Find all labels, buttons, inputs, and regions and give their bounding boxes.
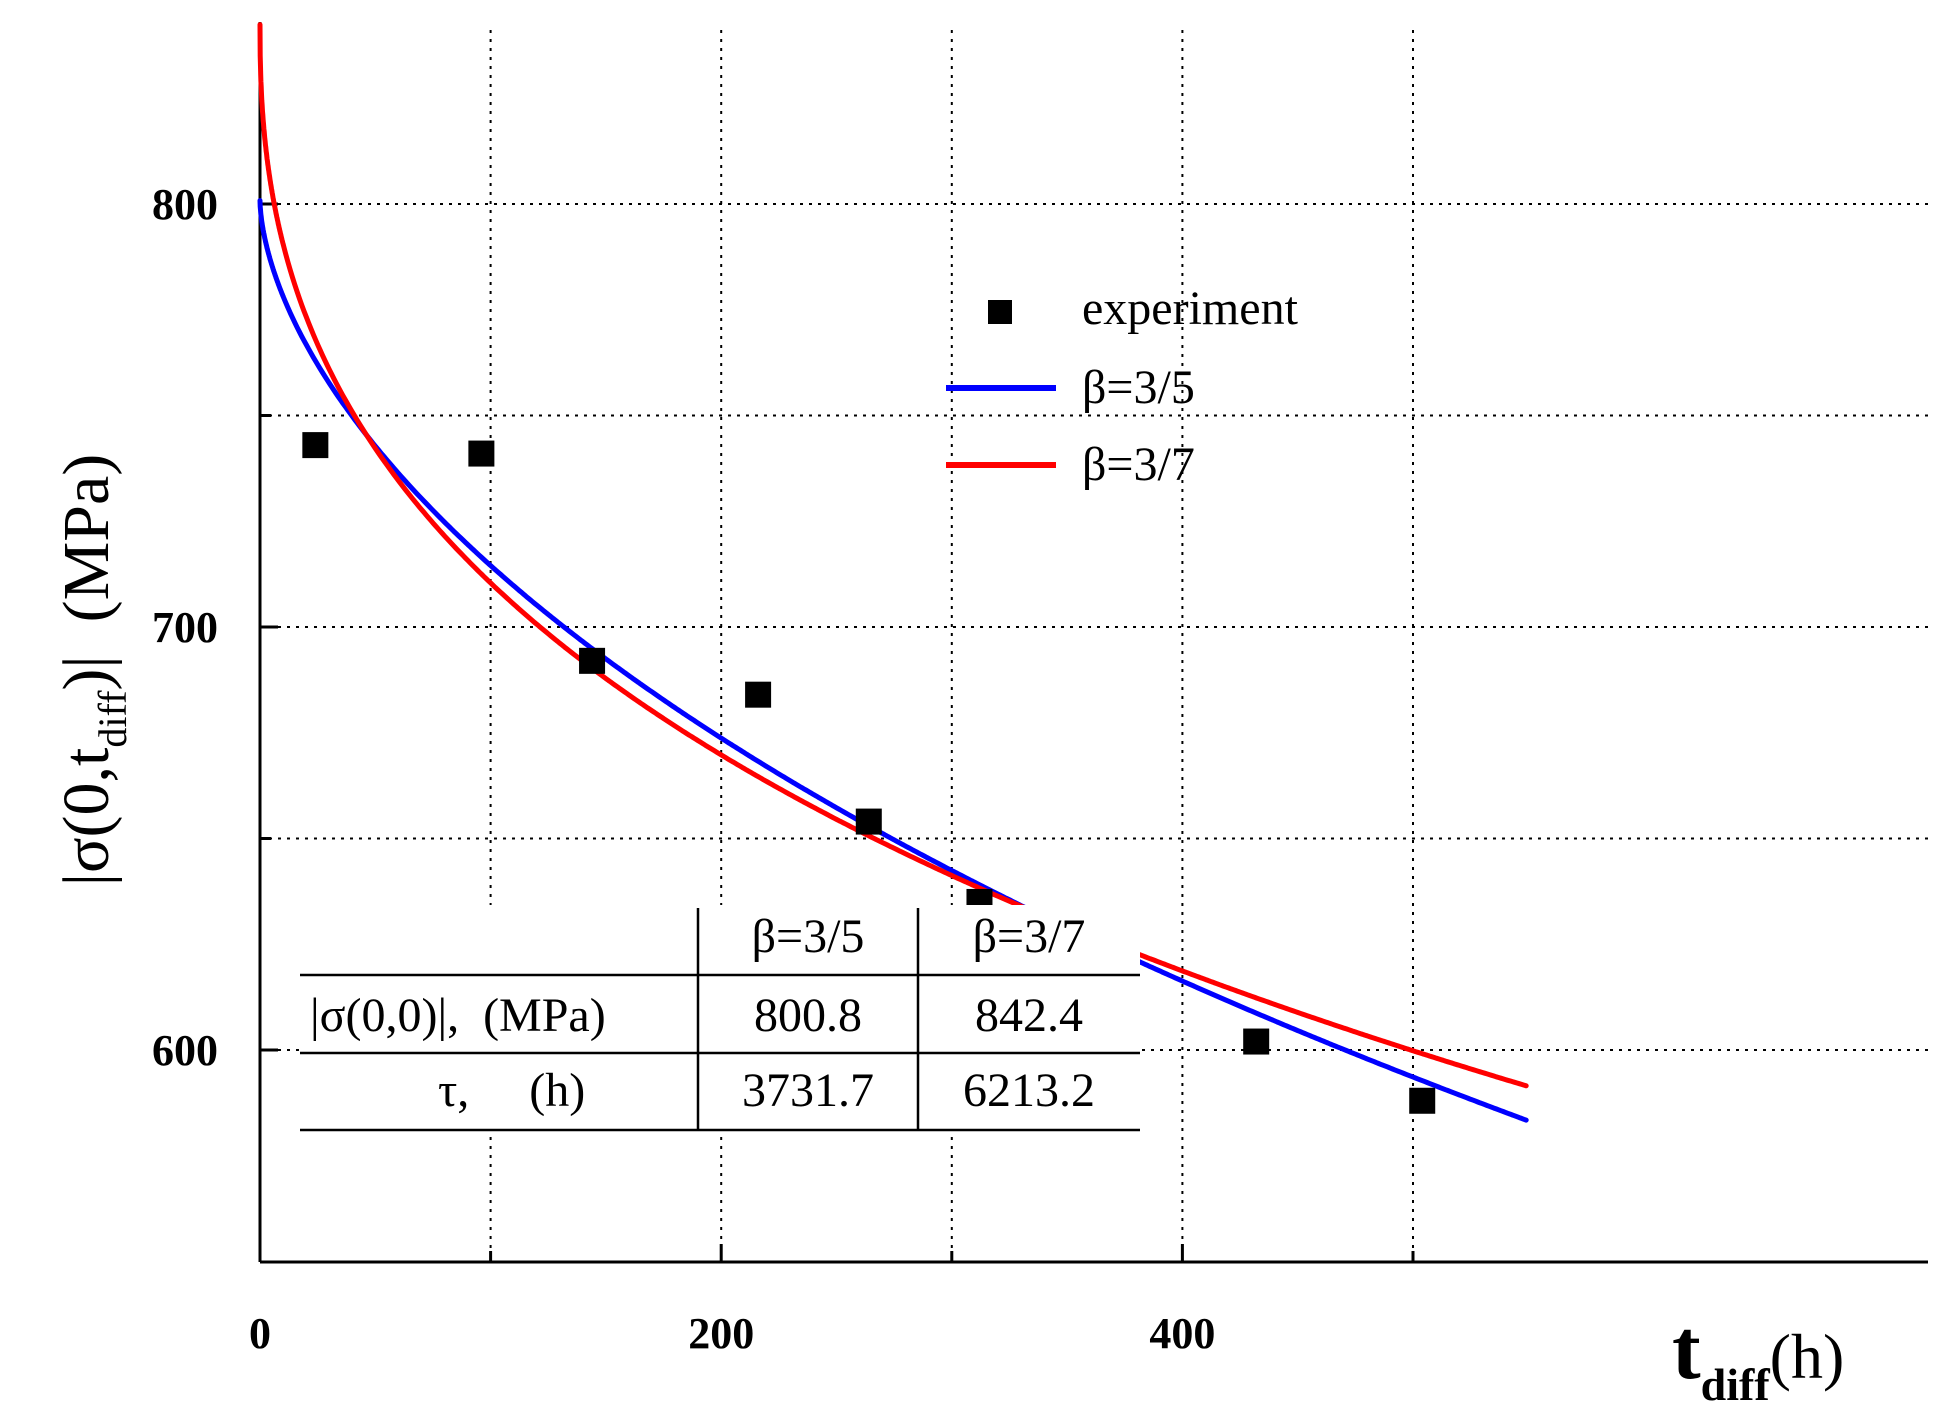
x-axis-label-subscript: diff — [1701, 1359, 1771, 1410]
table-cell-sigma-beta-3-5: 800.8 — [754, 989, 862, 1042]
legend-label-beta-3-5: β=3/5 — [1082, 361, 1195, 414]
table-background — [300, 905, 1140, 1130]
series-line-1 — [257, 198, 1529, 1123]
table-row-label-tau: τ, (h) — [438, 1064, 585, 1117]
x-tick-label-400: 400 — [1149, 1309, 1215, 1358]
x-tick-label-0: 0 — [249, 1309, 271, 1358]
series-line-2 — [257, 22, 1529, 1089]
y-tick-label-700: 700 — [152, 603, 218, 652]
table-header-beta-3-5: β=3/5 — [752, 910, 865, 963]
experiment-point-3 — [745, 681, 772, 708]
svg-text:tdiff(h): tdiff(h) — [1672, 1301, 1844, 1410]
y-axis-label-subscript: diff — [90, 690, 135, 748]
svg-text:|σ(0,tdiff)| (MPa): |σ(0,tdiff)| (MPa) — [50, 454, 135, 886]
table-cell-sigma-beta-3-7: 842.4 — [975, 989, 1083, 1042]
axes — [258, 22, 1928, 1264]
curves — [257, 22, 1529, 1123]
experiment-point-8 — [1409, 1087, 1436, 1114]
legend-label-experiment: experiment — [1082, 282, 1299, 335]
experiment-point-2 — [579, 647, 606, 674]
y-tick-label-800: 800 — [152, 180, 218, 229]
table-row-label-sigma: |σ(0,0)|, (MPa) — [310, 989, 606, 1042]
x-tick-label-200: 200 — [688, 1309, 754, 1358]
experiment-points — [302, 432, 1436, 1114]
experiment-point-4 — [855, 808, 882, 835]
experiment-point-7 — [1243, 1028, 1270, 1055]
experiment-point-0 — [302, 432, 329, 459]
table-header-beta-3-7: β=3/7 — [973, 910, 1086, 963]
x-axis-label: tdiff(h) — [1672, 1301, 1844, 1410]
y-axis-label-prefix: |σ(0,t — [50, 748, 123, 887]
y-axis-label-suffix: )| (MPa) — [50, 454, 123, 691]
x-axis-label-main: t — [1672, 1301, 1701, 1397]
legend-label-beta-3-7: β=3/7 — [1082, 438, 1195, 491]
table-cell-tau-beta-3-5: 3731.7 — [742, 1064, 874, 1117]
legend-marker-experiment — [988, 300, 1012, 324]
experiment-point-1 — [468, 440, 495, 467]
tick-labels: 0 200 400 600 700 800 — [152, 180, 1215, 1358]
table-cell-tau-beta-3-7: 6213.2 — [963, 1064, 1095, 1117]
x-axis-label-unit: (h) — [1770, 1321, 1845, 1392]
y-axis-label: |σ(0,tdiff)| (MPa) — [50, 454, 135, 886]
parameter-table: β=3/5 β=3/7 |σ(0,0)|, (MPa) 800.8 842.4 … — [300, 905, 1140, 1132]
legend: experiment β=3/5 β=3/7 — [946, 282, 1299, 491]
y-tick-label-600: 600 — [152, 1026, 218, 1075]
